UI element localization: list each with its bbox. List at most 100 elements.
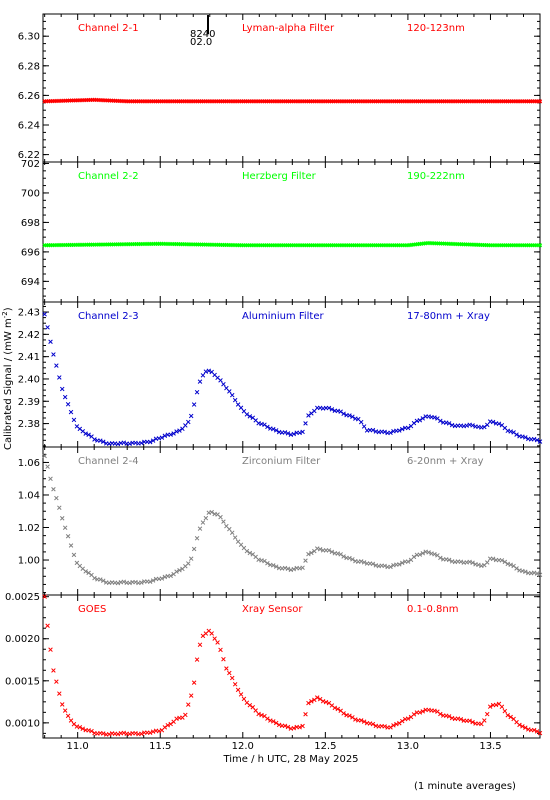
- data-point: [98, 577, 103, 582]
- data-point: [229, 530, 235, 535]
- data-point: [186, 561, 191, 566]
- data-point: [329, 407, 335, 412]
- data-point: [332, 705, 338, 711]
- panel-label-1: Channel 2-3: [78, 311, 139, 322]
- data-point: [347, 555, 352, 561]
- data-point: [470, 719, 475, 725]
- y-tick-label: 0.0010: [5, 718, 40, 729]
- data-point: [191, 402, 197, 407]
- data-point: [224, 666, 229, 671]
- data-point: [273, 428, 279, 433]
- data-point: [458, 717, 464, 722]
- data-point: [531, 436, 537, 442]
- data-point: [42, 594, 47, 599]
- data-point: [159, 435, 165, 440]
- data-point: [317, 546, 323, 552]
- data-point: [98, 438, 103, 443]
- data-point: [101, 578, 106, 583]
- data-point: [399, 560, 405, 566]
- data-point: [253, 708, 258, 713]
- data-point: [484, 711, 490, 717]
- data-point: [537, 439, 543, 444]
- data-point: [206, 368, 212, 374]
- data-point: [51, 352, 56, 357]
- data-point: [215, 640, 220, 645]
- data-point: [446, 421, 452, 426]
- data-point: [382, 429, 387, 435]
- data-point: [271, 719, 276, 724]
- data-point: [309, 550, 314, 556]
- data-point: [265, 560, 270, 566]
- data-point: [394, 721, 399, 727]
- data-point: [218, 378, 223, 383]
- data-point: [411, 712, 417, 717]
- data-point: [405, 425, 411, 431]
- data-point: [306, 551, 311, 557]
- data-point: [221, 656, 226, 662]
- data-point: [244, 548, 250, 554]
- panel-label-2: Xray Sensor: [242, 604, 303, 615]
- data-point: [197, 379, 203, 384]
- y-tick-label: 702: [21, 159, 40, 170]
- y-axis-label-close: ): [3, 307, 14, 311]
- data-point: [51, 668, 56, 673]
- data-point: [42, 312, 47, 317]
- y-tick-label: 2.40: [18, 374, 40, 385]
- data-point: [517, 722, 522, 728]
- y-tick-label: 6.30: [18, 32, 40, 43]
- data-point: [83, 569, 88, 574]
- data-point: [256, 711, 261, 717]
- data-point: [89, 728, 94, 734]
- data-point: [227, 670, 232, 676]
- data-point: [209, 509, 214, 515]
- data-point: [188, 693, 194, 698]
- data-point: [177, 428, 182, 433]
- y-tick-label: 6.22: [18, 150, 40, 161]
- data-point: [361, 424, 367, 429]
- x-tick-label: 12.5: [314, 741, 336, 752]
- data-point: [197, 526, 203, 531]
- data-point: [326, 405, 332, 411]
- data-point: [438, 418, 443, 424]
- data-point: [101, 731, 106, 736]
- data-point: [329, 549, 335, 555]
- data-point: [200, 520, 206, 525]
- data-point: [350, 715, 355, 720]
- data-point: [83, 431, 88, 436]
- data-point: [57, 691, 62, 696]
- data-point: [420, 416, 426, 421]
- x-tick-label: 13.5: [479, 741, 501, 752]
- data-point: [165, 722, 171, 728]
- data-point: [86, 570, 91, 576]
- data-point: [353, 717, 358, 722]
- data-point: [45, 623, 50, 629]
- data-point: [505, 712, 511, 718]
- data-point: [194, 536, 200, 541]
- data-point: [358, 718, 364, 723]
- data-point: [534, 437, 540, 443]
- data-point: [42, 453, 47, 459]
- data-point: [247, 702, 253, 708]
- data-point: [59, 702, 65, 707]
- x-tick-label: 11.0: [67, 741, 89, 752]
- data-point: [303, 558, 308, 563]
- panel-frame: [42, 446, 541, 596]
- data-point: [496, 421, 502, 427]
- y-tick-label: 2.38: [18, 419, 40, 430]
- data-point: [150, 438, 156, 443]
- data-point: [397, 428, 402, 433]
- data-point: [197, 642, 203, 647]
- data-point: [147, 579, 153, 585]
- data-point: [48, 647, 53, 652]
- data-point: [490, 419, 496, 425]
- data-point: [534, 571, 540, 576]
- data-point: [326, 548, 332, 553]
- data-point: [338, 409, 343, 414]
- data-point: [80, 726, 86, 731]
- data-point: [323, 699, 329, 705]
- data-point: [361, 719, 367, 724]
- data-point: [45, 325, 50, 330]
- data-point: [229, 675, 235, 681]
- data-point: [388, 430, 393, 436]
- data-point: [51, 487, 56, 492]
